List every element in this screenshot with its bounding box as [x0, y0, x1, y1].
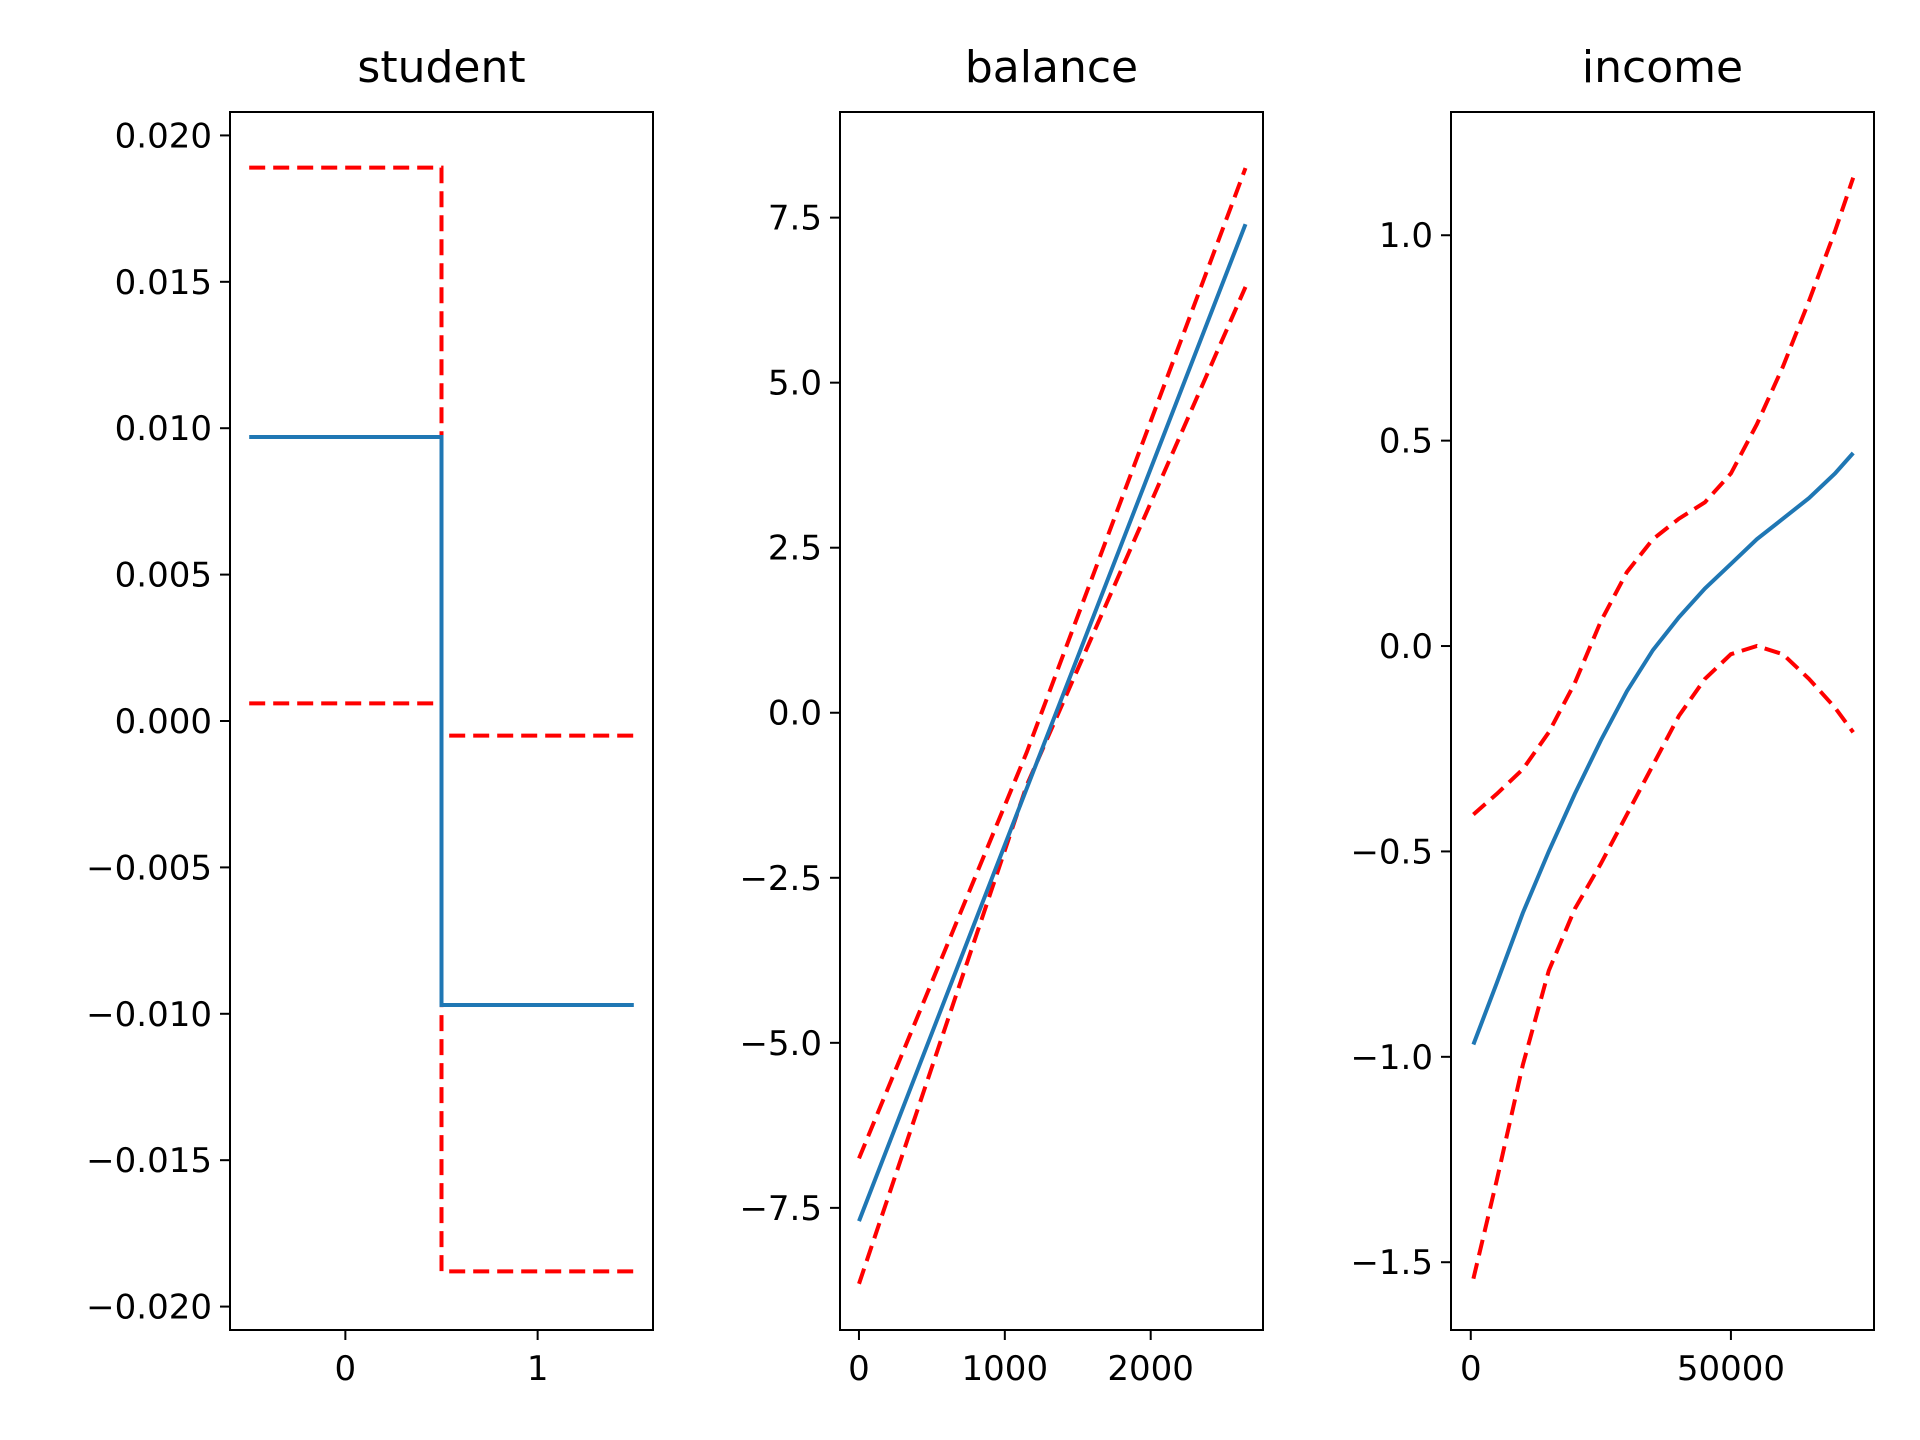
x-tick-label: 0	[1460, 1349, 1482, 1389]
series-lines	[857, 167, 1248, 1285]
y-tick-label: −0.020	[86, 1288, 212, 1328]
panel-title: student	[357, 42, 525, 93]
x-tick-label: 0	[848, 1349, 870, 1389]
panel-income: income 1.0 0.5 0.0 −0.5 −1.0 −1.5 0 50000	[1350, 42, 1875, 1389]
lower-band-line	[1471, 643, 1855, 1280]
y-tick-label: 5.0	[768, 364, 822, 404]
y-tick-label: −0.010	[86, 995, 212, 1035]
fit-line	[249, 435, 634, 1007]
y-tick-label: −7.5	[739, 1189, 822, 1229]
series-lines	[249, 165, 634, 1274]
y-tick-label: −1.5	[1350, 1243, 1433, 1283]
y-axis: 0.020 0.015 0.010 0.005 0.000 −0.005 −0.010 −0.…	[86, 116, 230, 1328]
upper-band-line	[1472, 177, 1856, 817]
x-tick-label: 1000	[962, 1349, 1049, 1389]
panel-title: income	[1582, 42, 1743, 93]
y-tick-label: −2.5	[739, 859, 822, 899]
y-tick-label: 0.0	[768, 694, 822, 734]
y-tick-label: 7.5	[768, 199, 822, 239]
x-tick-label: 50000	[1677, 1349, 1785, 1389]
y-tick-label: 0.015	[115, 263, 212, 303]
y-tick-label: 0.0	[1379, 627, 1433, 667]
fit-line	[1471, 451, 1855, 1046]
y-tick-label: −1.0	[1350, 1038, 1433, 1078]
y-tick-label: −0.005	[86, 848, 212, 888]
upper-band-line	[249, 165, 634, 738]
x-axis: 0 50000	[1460, 1330, 1785, 1389]
y-axis: 7.5 5.0 2.5 0.0 −2.5 −5.0 −7.5	[739, 199, 840, 1229]
y-axis: 1.0 0.5 0.0 −0.5 −1.0 −1.5	[1350, 216, 1451, 1283]
y-tick-label: 2.5	[768, 529, 822, 569]
axes-frame	[1450, 111, 1875, 1331]
axes-frame	[839, 111, 1264, 1331]
y-tick-label: 1.0	[1379, 216, 1433, 256]
upper-band-line	[857, 167, 1248, 1160]
panel-student: student 0.020 0.015 0.010 0.005 0.000 −0.005 −…	[86, 42, 654, 1389]
y-tick-label: 0.010	[115, 409, 212, 449]
x-tick-label: 2000	[1107, 1349, 1194, 1389]
x-tick-label: 0	[335, 1349, 357, 1389]
panel-balance: balance 7.5 5.0 2.5 0.0 −2.5 −5.0 −7.5 0 1000 200…	[739, 42, 1264, 1389]
y-tick-label: 0.5	[1379, 422, 1433, 462]
panel-title: balance	[965, 42, 1138, 93]
fit-line	[857, 223, 1248, 1222]
y-tick-label: 0.020	[115, 116, 212, 156]
lower-band-line	[249, 701, 634, 1274]
x-axis: 0 1000 2000	[848, 1330, 1194, 1389]
x-tick-label: 1	[527, 1349, 549, 1389]
y-tick-label: 0.000	[115, 702, 212, 742]
y-tick-label: 0.005	[115, 556, 212, 596]
y-tick-label: −0.015	[86, 1141, 212, 1181]
y-tick-label: −0.5	[1350, 832, 1433, 872]
y-tick-label: −5.0	[739, 1024, 822, 1064]
series-lines	[1471, 177, 1856, 1280]
lower-band-line	[857, 286, 1248, 1285]
